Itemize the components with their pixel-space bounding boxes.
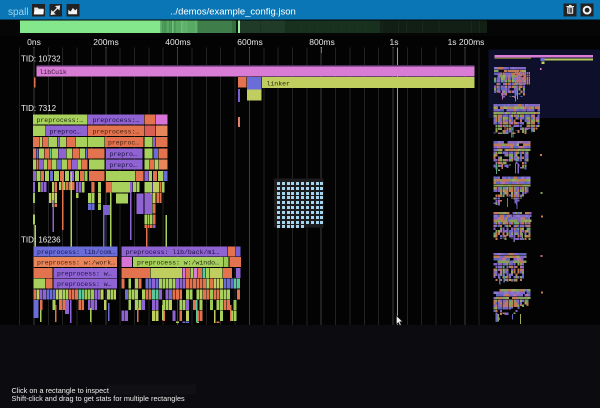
svg-text:../demos/example_config.json: ../demos/example_config.json <box>170 7 296 18</box>
svg-text:TID: 16236: TID: 16236 <box>21 235 61 244</box>
svg-text:spall: spall <box>8 7 29 18</box>
svg-text:prepro…: prepro… <box>110 162 137 169</box>
svg-text:preprocess: lib/back/mi…: preprocess: lib/back/mi… <box>126 249 220 256</box>
svg-text:preprocess: w:/work…: preprocess: w:/work… <box>37 260 115 267</box>
svg-text:Shift-click and drag to get st: Shift-click and drag to get stats for mu… <box>12 394 186 403</box>
svg-text:Click on a rectangle to inspec: Click on a rectangle to inspect <box>12 386 109 395</box>
svg-text:600ms: 600ms <box>237 37 263 47</box>
svg-text:800ms: 800ms <box>309 37 335 47</box>
svg-text:TID: 7312: TID: 7312 <box>21 104 57 113</box>
svg-text:200ms: 200ms <box>93 37 119 47</box>
svg-text:preprocess: w…: preprocess: w… <box>57 270 112 277</box>
svg-text:preprocess:…: preprocess:… <box>93 117 140 124</box>
svg-text:0ns: 0ns <box>27 37 41 47</box>
svg-text:preprocess: lib/com…: preprocess: lib/com… <box>37 249 115 256</box>
svg-text:preprocess: w:/windo…: preprocess: w:/windo… <box>137 260 219 267</box>
svg-text:prepro…: prepro… <box>110 151 137 158</box>
svg-text:linker: linker <box>267 80 291 87</box>
svg-text:1s: 1s <box>390 37 399 47</box>
svg-text:1s 200ms: 1s 200ms <box>448 37 485 47</box>
svg-text:preprocess:…: preprocess:… <box>37 117 84 124</box>
svg-text:preprocess:…: preprocess:… <box>93 128 140 135</box>
svg-text:libCuik: libCuik <box>40 69 67 76</box>
svg-text:preprocess: w…: preprocess: w… <box>57 281 112 288</box>
svg-text:TID: 10732: TID: 10732 <box>21 55 61 64</box>
svg-text:400ms: 400ms <box>165 37 191 47</box>
svg-text:preproc…: preproc… <box>50 128 81 135</box>
svg-text:preproc…: preproc… <box>108 140 139 147</box>
